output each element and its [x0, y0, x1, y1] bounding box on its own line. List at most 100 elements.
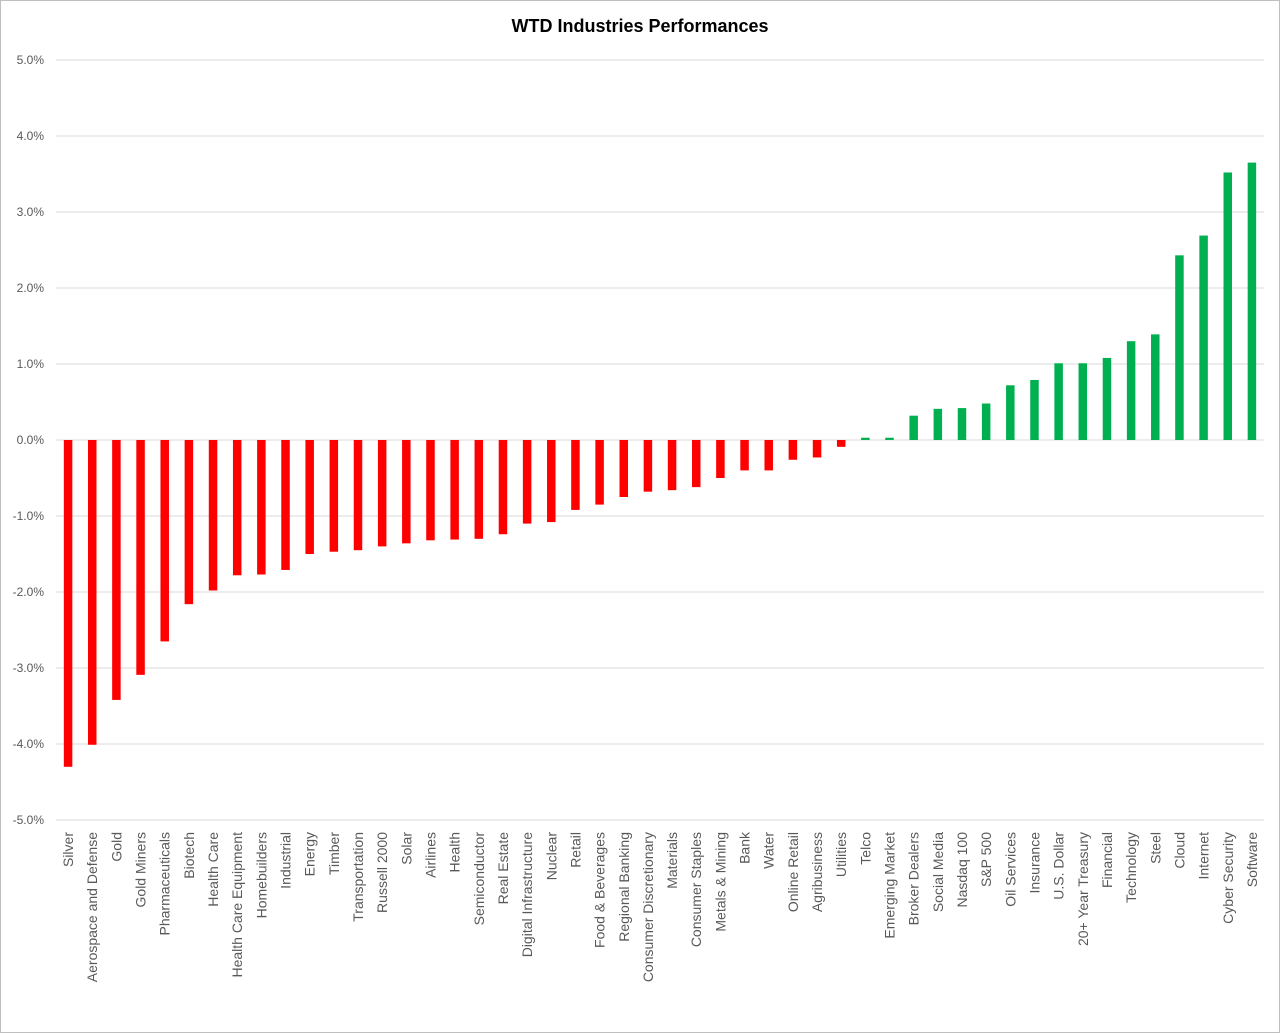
bar-metals-mining — [716, 440, 725, 478]
bar-nasdaq-100 — [957, 408, 967, 440]
bar-gold-miners — [136, 440, 145, 675]
bar-s-p-500 — [981, 403, 991, 440]
bar-solar — [402, 440, 411, 544]
bar-technology — [1126, 341, 1136, 440]
bar-timber — [329, 440, 339, 552]
x-tick-label: Software — [1244, 832, 1260, 887]
bar-airlines — [426, 440, 435, 541]
x-tick-label: Gold Miners — [133, 832, 149, 907]
x-tick-label: Broker Dealers — [906, 832, 922, 925]
x-tick-label: Nuclear — [543, 832, 559, 881]
x-tick-label: Homebuilders — [253, 832, 269, 918]
y-tick-label: 4.0% — [17, 129, 45, 143]
y-tick-label: -4.0% — [13, 737, 45, 751]
y-tick-label: -2.0% — [13, 585, 45, 599]
bar-aerospace-and-defense — [87, 440, 97, 745]
y-axis-tick-labels: 5.0% 4.0% 3.0% 2.0% 1.0% 0.0% -1.0% -2.0% -3.0% -… — [13, 53, 45, 827]
bar-20-year-treasury — [1078, 363, 1088, 440]
x-tick-label: Telco — [857, 832, 873, 865]
bar-regional-banking — [619, 440, 629, 497]
x-tick-label: U.S. Dollar — [1051, 832, 1067, 900]
x-tick-label: Consumer Discretionary — [640, 832, 656, 982]
x-tick-label: Biotech — [181, 832, 197, 879]
x-tick-label: Gold — [108, 832, 124, 862]
x-tick-label: Agribusiness — [809, 832, 825, 912]
x-tick-label: S&P 500 — [978, 832, 994, 887]
x-tick-label: Aerospace and Defense — [84, 832, 100, 982]
bar-health — [450, 440, 459, 540]
x-tick-label: Materials — [664, 832, 680, 889]
bar-telco — [861, 437, 870, 440]
bar-semiconductor — [474, 440, 484, 539]
bar-social-media — [933, 408, 943, 440]
chart-title: WTD Industries Performances — [511, 16, 769, 36]
x-tick-label: Consumer Staples — [688, 832, 704, 947]
x-tick-label: Metals & Mining — [712, 832, 728, 932]
bar-broker-dealers — [909, 415, 918, 440]
bar-utilities — [836, 440, 846, 447]
x-tick-label: Timber — [326, 832, 342, 875]
bar-transportation — [353, 440, 363, 551]
y-tick-label: -3.0% — [13, 661, 45, 675]
x-tick-label: Health Care — [205, 832, 221, 907]
bar-online-retail — [788, 440, 798, 460]
bar-series — [63, 162, 1257, 767]
bar-energy — [305, 440, 314, 554]
bar-bank — [740, 440, 749, 471]
x-tick-label: Cloud — [1171, 832, 1187, 869]
x-tick-label: Steel — [1147, 832, 1163, 864]
x-tick-label: Pharmaceuticals — [157, 832, 173, 936]
bar-water — [764, 440, 773, 471]
x-tick-label: Online Retail — [785, 832, 801, 912]
x-tick-label: Transportation — [350, 832, 366, 922]
x-tick-label: Internet — [1196, 832, 1212, 880]
x-tick-label: Oil Services — [1002, 832, 1018, 907]
bar-consumer-staples — [691, 440, 701, 488]
bar-real-estate — [498, 440, 508, 535]
bar-industrial — [281, 440, 290, 570]
x-tick-label: Digital Infrastructure — [519, 832, 535, 957]
x-tick-label: Emerging Market — [882, 832, 898, 939]
x-tick-label: 20+ Year Treasury — [1075, 832, 1091, 946]
x-tick-label: Water — [761, 832, 777, 869]
bar-cloud — [1175, 255, 1184, 440]
x-tick-label: Real Estate — [495, 832, 511, 905]
x-tick-label: Retail — [567, 832, 583, 868]
x-tick-label: Financial — [1099, 832, 1115, 888]
bar-materials — [667, 440, 677, 491]
bar-insurance — [1030, 379, 1039, 440]
y-tick-label: 2.0% — [17, 281, 45, 295]
bar-software — [1247, 162, 1257, 440]
x-tick-label: Cyber Security — [1220, 832, 1236, 924]
y-tick-label: 5.0% — [17, 53, 45, 67]
bar-agribusiness — [812, 440, 822, 458]
bar-emerging-market — [885, 437, 894, 440]
bar-consumer-discretionary — [643, 440, 653, 492]
x-tick-label: Utilities — [833, 832, 849, 877]
bar-silver — [63, 440, 73, 767]
y-tick-label: 1.0% — [17, 357, 45, 371]
bar-homebuilders — [257, 440, 266, 575]
y-tick-label: 0.0% — [17, 433, 45, 447]
bar-oil-services — [1006, 385, 1015, 440]
bar-retail — [571, 440, 580, 510]
x-tick-label: Russell 2000 — [374, 832, 390, 913]
bar-russell-2000 — [377, 440, 387, 547]
y-tick-label: -5.0% — [13, 813, 45, 827]
x-tick-label: Solar — [398, 832, 414, 865]
x-axis-category-labels: Silver Aerospace and Defense Gold Gold Mine… — [60, 831, 1260, 982]
bar-cyber-security — [1223, 172, 1233, 441]
x-tick-label: Regional Banking — [616, 832, 632, 942]
bar-food-beverages — [595, 440, 604, 505]
bar-digital-infrastructure — [522, 440, 532, 524]
x-tick-label: Technology — [1123, 832, 1139, 903]
bar-u-s-dollar — [1054, 363, 1063, 440]
y-tick-label: 3.0% — [17, 205, 45, 219]
x-tick-label: Nasdaq 100 — [954, 832, 970, 908]
x-tick-label: Semiconductor — [471, 832, 487, 926]
bar-steel — [1151, 334, 1160, 440]
bar-internet — [1199, 235, 1208, 440]
x-tick-label: Airlines — [422, 832, 438, 878]
bar-gold — [112, 440, 121, 700]
